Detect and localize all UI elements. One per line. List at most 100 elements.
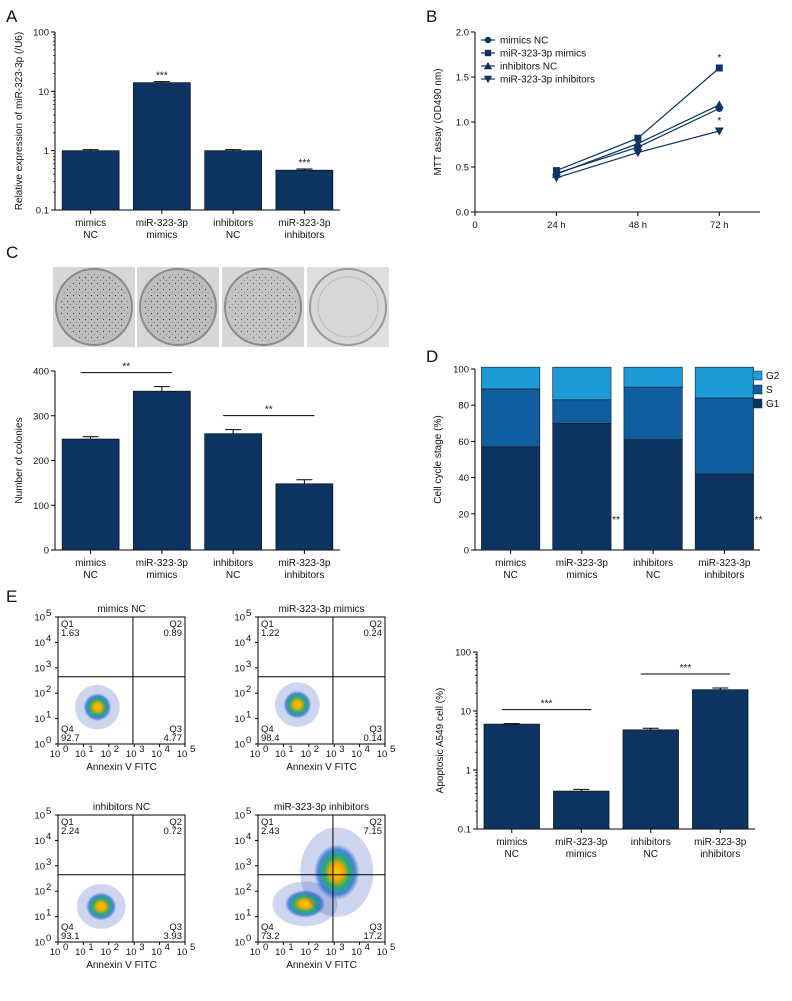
category-label-line1: mimics [75,218,106,229]
y-tick-exponent: 4 [46,831,51,842]
q4-label: Q4 [261,922,274,933]
q3-value: 4.77 [164,733,183,744]
category-label-line1: miR-323-3p [136,218,189,229]
category-label-line2: mimics [146,570,177,581]
x-tick-exponent: 5 [190,744,195,755]
legend-label: mimics NC [500,36,548,47]
plot-frame [257,616,386,745]
significance-mark: ** [122,362,130,373]
stack-segment-s [481,388,541,448]
legend-label: S [766,385,773,396]
bar [133,82,191,211]
x-tick-exponent: 1 [88,744,93,755]
q1-value: 1.22 [261,628,280,639]
x-tick-label: 10 [151,947,162,958]
category-label-line2: mimics [566,570,597,581]
category-label-line2: mimics [146,230,177,241]
x-tick-exponent: 3 [139,942,144,953]
y-tick-label: 10 [34,663,45,674]
category-label-line2: inhibitors [284,230,324,241]
q2-value: 0.72 [164,826,183,837]
x-tick-exponent: 3 [139,744,144,755]
q2-value: 0.24 [364,628,383,639]
significance-mark: *** [156,71,168,82]
bar [483,723,540,830]
category-label-line2: mimics [566,849,597,860]
data-point [633,139,643,148]
x-tick-exponent: 1 [288,942,293,953]
y-tick-label: 400 [33,367,49,378]
scatter-cloud [83,693,112,722]
y-tick-label: 100 [453,365,469,376]
q4-value: 73.2 [261,931,280,942]
stack-segment-g2 [623,366,683,388]
category-label-line1: mimics [75,558,106,569]
x-tick-label: 10 [50,947,61,958]
q1-label: Q1 [61,619,74,630]
x-tick-label: 10 [377,947,388,958]
plot-title: miR-323-3p inhibitors [274,802,369,813]
x-tick-exponent: 5 [390,942,395,953]
plate-photo-mir-inhibitors [307,267,389,347]
q2-label: Q2 [169,619,182,630]
q1-label: Q1 [61,817,74,828]
y-tick-exponent: 5 [46,806,51,817]
plate-photo-inhibitors-nc [222,267,304,347]
bar [204,433,262,551]
legend-marker [484,49,492,57]
category-label-line2: NC [83,570,97,581]
legend-label: G2 [766,371,780,382]
y-tick-label: 20 [458,509,469,520]
bar [61,150,120,211]
q3-label: Q3 [369,922,382,933]
stack-segment-g2 [694,366,754,399]
y-tick-label: 80 [458,401,469,412]
x-tick-label: 72 h [710,220,729,231]
x-tick-label: 10 [101,947,112,958]
x-tick-exponent: 0 [63,942,68,953]
chart-b-mtt-assay: 0.0 0.5 1.0 1.5 2.0 MTT assay (OD490 nm) 0 24 h… [433,28,760,231]
x-axis-label: Annexin V FITC [286,960,357,971]
y-axis-label: MTT assay (OD490 nm) [433,68,444,175]
legend-swatch [752,370,763,381]
category-label-line1: miR-323-3p [694,837,747,848]
y-tick-label: 10 [234,613,245,624]
x-tick-label: 10 [126,947,137,958]
category-label-line2: NC [505,849,519,860]
category-label-line1: miR-323-3p [278,218,331,229]
category-label-line1: mimics [496,837,527,848]
bar [133,390,191,551]
x-tick-label: 10 [351,749,362,760]
y-tick-label: 0.0 [456,208,469,219]
x-tick-label: 10 [250,947,261,958]
plot-title: miR-323-3p mimics [278,604,364,615]
category-label-line2: NC [646,570,660,581]
y-tick-exponent: 1 [46,908,51,919]
q3-value: 0.14 [364,733,383,744]
y-tick-exponent: 5 [46,608,51,619]
x-tick-exponent: 2 [114,942,119,953]
x-tick-label: 10 [377,749,388,760]
y-axis-label: Number of colonies [14,417,25,503]
significance-mark: ** [755,515,763,526]
plot-title: mimics NC [97,604,145,615]
y-tick-exponent: 4 [246,633,251,644]
x-axis-label: Annexin V FITC [86,960,157,971]
data-point [714,127,724,136]
y-tick-label: 10 [34,861,45,872]
legend-marker [484,36,492,44]
stack-segment-g2 [481,366,541,390]
category-label-line2: NC [226,230,240,241]
q4-value: 92.7 [61,733,80,744]
q1-value: 2.43 [261,826,280,837]
y-tick-exponent: 3 [246,659,251,670]
y-tick-exponent: 5 [246,608,251,619]
y-tick-exponent: 2 [46,684,51,695]
data-point [714,100,724,109]
y-axis-label: Cell cycle stage (%) [433,415,444,503]
x-tick-label: 10 [75,749,86,760]
x-tick-label: 24 h [547,220,566,231]
y-tick-label: 100 [33,501,49,512]
